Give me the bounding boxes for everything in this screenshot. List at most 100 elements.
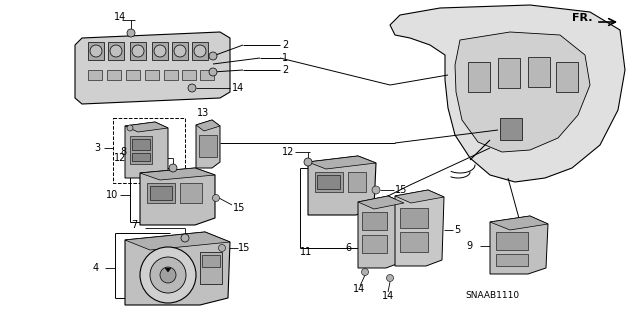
Polygon shape [196, 120, 220, 131]
Text: 3: 3 [94, 143, 100, 153]
Text: 15: 15 [233, 203, 245, 213]
Text: 14: 14 [232, 83, 244, 93]
Bar [88, 70, 102, 80]
Polygon shape [125, 232, 230, 305]
Bar [130, 42, 146, 60]
Polygon shape [196, 120, 220, 168]
Text: 6: 6 [345, 243, 351, 253]
Bar [147, 183, 175, 203]
Polygon shape [490, 216, 548, 274]
Bar [107, 70, 121, 80]
Polygon shape [140, 168, 215, 180]
Polygon shape [125, 122, 168, 132]
Text: 12: 12 [114, 153, 126, 163]
Bar [113, 118, 185, 183]
Circle shape [140, 247, 196, 303]
Text: SNAAB1110: SNAAB1110 [465, 291, 519, 300]
Polygon shape [125, 232, 230, 250]
Polygon shape [308, 156, 376, 169]
Text: 14: 14 [353, 284, 365, 294]
Text: 15: 15 [238, 243, 250, 253]
Polygon shape [140, 168, 215, 225]
Text: 12: 12 [282, 147, 294, 157]
Bar [400, 232, 428, 252]
Circle shape [174, 45, 186, 57]
Bar [145, 70, 159, 80]
Polygon shape [358, 196, 404, 209]
Circle shape [110, 45, 122, 57]
Text: 4: 4 [93, 263, 99, 273]
Bar [164, 70, 178, 80]
Circle shape [209, 68, 217, 76]
Circle shape [304, 158, 312, 166]
Text: 2: 2 [282, 40, 288, 50]
Circle shape [169, 164, 177, 172]
Bar [182, 70, 196, 80]
Bar [180, 183, 202, 203]
Bar [192, 42, 208, 60]
Bar [315, 172, 343, 192]
Bar [317, 175, 340, 189]
Bar [496, 232, 528, 250]
Circle shape [181, 234, 189, 242]
Text: 9: 9 [466, 241, 472, 251]
Bar [199, 135, 217, 157]
Circle shape [188, 84, 196, 92]
Bar [132, 153, 150, 161]
Bar [150, 186, 172, 200]
Text: 8: 8 [120, 147, 126, 157]
Text: 11: 11 [300, 247, 312, 257]
Bar [496, 254, 528, 266]
Text: 14: 14 [114, 12, 126, 22]
Bar [126, 70, 140, 80]
Polygon shape [395, 190, 444, 266]
Bar [200, 70, 214, 80]
Circle shape [154, 45, 166, 57]
Text: 7: 7 [131, 220, 137, 230]
Bar [556, 62, 578, 92]
Text: 2: 2 [282, 65, 288, 75]
Text: 13: 13 [197, 108, 209, 118]
Polygon shape [308, 156, 376, 215]
Circle shape [372, 186, 380, 194]
Text: 15: 15 [395, 185, 408, 195]
Bar [362, 212, 387, 230]
Circle shape [160, 267, 176, 283]
Bar [400, 208, 428, 228]
Bar [498, 58, 520, 88]
Bar [88, 42, 104, 60]
Bar [108, 42, 124, 60]
Bar [362, 235, 387, 253]
Bar [200, 252, 222, 284]
Polygon shape [490, 216, 548, 230]
Bar [528, 57, 550, 87]
Bar [202, 255, 220, 267]
Polygon shape [455, 32, 590, 152]
Circle shape [150, 257, 186, 293]
Text: 10: 10 [106, 190, 118, 200]
Bar [348, 172, 366, 192]
Bar [468, 62, 490, 92]
Polygon shape [125, 122, 168, 178]
Bar [130, 136, 152, 164]
Polygon shape [395, 190, 444, 203]
Polygon shape [358, 196, 404, 268]
Circle shape [362, 269, 369, 276]
Circle shape [127, 125, 133, 131]
Circle shape [132, 45, 144, 57]
Bar [172, 42, 188, 60]
Circle shape [218, 244, 225, 251]
Bar [152, 42, 168, 60]
Polygon shape [390, 5, 625, 182]
Circle shape [194, 45, 206, 57]
Circle shape [127, 29, 135, 37]
Text: 5: 5 [454, 225, 460, 235]
Text: 14: 14 [382, 291, 394, 301]
Polygon shape [165, 268, 171, 272]
Circle shape [209, 52, 217, 60]
Polygon shape [75, 32, 230, 104]
Circle shape [90, 45, 102, 57]
Circle shape [387, 275, 394, 281]
Text: FR.: FR. [572, 13, 593, 23]
Text: 1: 1 [282, 53, 288, 63]
